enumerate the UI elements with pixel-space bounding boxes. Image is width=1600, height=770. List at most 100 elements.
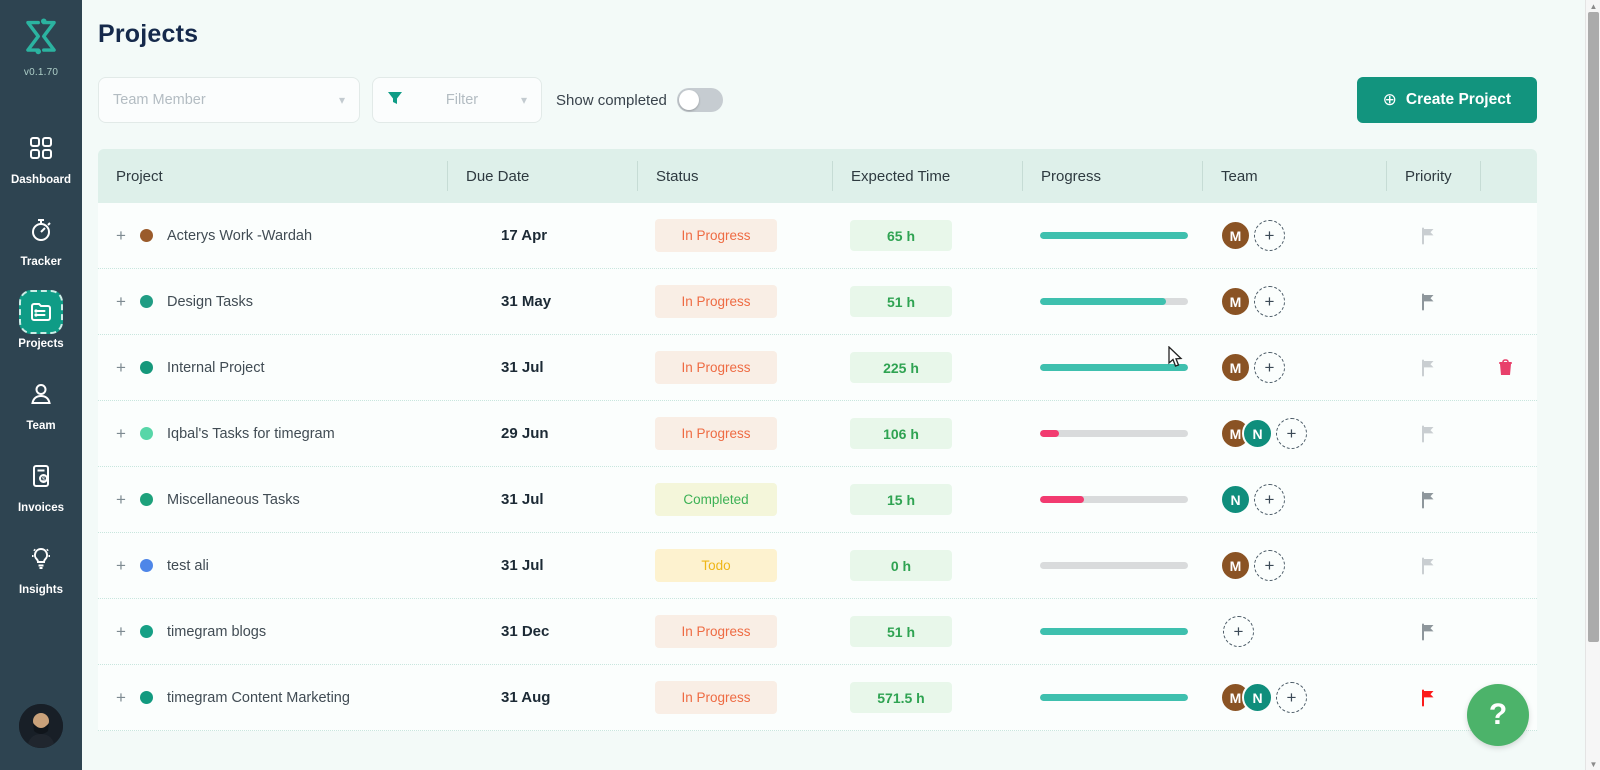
add-member-button[interactable]: + (1254, 484, 1285, 515)
priority-flag-icon[interactable] (1420, 623, 1437, 641)
project-color-dot (140, 229, 153, 242)
table-header: Project Due Date Status Expected Time Pr… (98, 149, 1537, 203)
team-member-placeholder: Team Member (113, 92, 206, 108)
member-avatar-N[interactable]: N (1242, 682, 1273, 713)
due-date-value: 31 Jul (501, 359, 544, 376)
column-header-expected-time[interactable]: Expected Time (832, 161, 1022, 191)
vertical-scrollbar[interactable]: ▲ ▼ (1585, 0, 1600, 770)
project-name[interactable]: Acterys Work -Wardah (167, 227, 313, 244)
project-cell: + Design Tasks (98, 292, 447, 312)
team-cell: + (1202, 616, 1386, 647)
status-badge[interactable]: Todo (655, 549, 777, 582)
grid-icon (19, 126, 63, 170)
project-cell: + Acterys Work -Wardah (98, 226, 447, 246)
status-badge[interactable]: In Progress (655, 285, 777, 318)
priority-flag-icon[interactable] (1420, 227, 1437, 245)
team-member-select[interactable]: Team Member ▾ (98, 77, 360, 123)
priority-cell (1386, 227, 1480, 245)
sidebar-item-projects[interactable]: Projects (11, 290, 71, 350)
add-member-button[interactable]: + (1276, 418, 1307, 449)
priority-flag-icon[interactable] (1420, 689, 1437, 707)
chevron-down-icon: ▾ (520, 93, 527, 107)
create-project-button[interactable]: ⊕ Create Project (1356, 77, 1537, 123)
expand-row-button[interactable]: + (116, 225, 126, 245)
project-color-dot (140, 427, 153, 440)
help-button[interactable]: ? (1467, 684, 1529, 746)
project-name[interactable]: test ali (167, 557, 209, 574)
scrollbar-thumb[interactable] (1588, 12, 1599, 642)
due-date-value: 31 Jul (501, 557, 544, 574)
add-member-button[interactable]: + (1254, 352, 1285, 383)
member-avatar-N[interactable]: N (1242, 418, 1273, 449)
expand-row-button[interactable]: + (116, 423, 126, 443)
scrollbar-down-arrow[interactable]: ▼ (1589, 759, 1598, 769)
status-badge[interactable]: In Progress (655, 681, 777, 714)
project-name[interactable]: Design Tasks (167, 293, 253, 310)
member-avatar-M[interactable]: M (1220, 220, 1251, 251)
expected-time-cell: 51 h (832, 286, 1022, 317)
priority-flag-icon[interactable] (1420, 293, 1437, 311)
project-name[interactable]: timegram Content Marketing (167, 689, 350, 706)
add-member-button[interactable]: + (1254, 550, 1285, 581)
due-date-value: 31 Jul (501, 491, 544, 508)
project-name[interactable]: Internal Project (167, 359, 265, 376)
team-avatars: M + (1220, 352, 1285, 383)
add-member-button[interactable]: + (1223, 616, 1254, 647)
sidebar-item-insights[interactable]: Insights (11, 536, 71, 596)
team-avatars: + (1220, 616, 1254, 647)
user-avatar[interactable] (19, 704, 63, 748)
priority-flag-icon[interactable] (1420, 359, 1437, 377)
sidebar-item-team[interactable]: Team (11, 372, 71, 432)
team-cell: M N + (1202, 418, 1386, 449)
project-name[interactable]: timegram blogs (167, 623, 267, 640)
status-badge[interactable]: In Progress (655, 351, 777, 384)
folder-list-icon (18, 290, 63, 334)
progress-cell (1022, 298, 1202, 305)
table-row: + Acterys Work -Wardah 17 Apr In Progress 65… (98, 203, 1537, 269)
project-name[interactable]: Miscellaneous Tasks (167, 491, 300, 508)
column-header-priority[interactable]: Priority (1386, 161, 1480, 191)
column-header-team[interactable]: Team (1202, 161, 1386, 191)
priority-flag-icon[interactable] (1420, 557, 1437, 575)
project-color-dot (140, 625, 153, 638)
sidebar-item-invoices[interactable]: $ Invoices (11, 454, 71, 514)
expand-row-button[interactable]: + (116, 687, 126, 707)
member-avatar-M[interactable]: M (1220, 550, 1251, 581)
expected-time-badge: 225 h (850, 352, 952, 383)
show-completed-toggle[interactable] (676, 88, 723, 112)
column-header-progress[interactable]: Progress (1022, 161, 1202, 191)
expand-row-button[interactable]: + (116, 489, 126, 509)
column-header-due-date[interactable]: Due Date (447, 161, 637, 191)
column-header-status[interactable]: Status (637, 161, 832, 191)
project-color-dot (140, 493, 153, 506)
timegram-logo-icon (19, 14, 63, 65)
priority-flag-icon[interactable] (1420, 491, 1437, 509)
sidebar-item-dashboard[interactable]: Dashboard (11, 126, 71, 186)
add-member-button[interactable]: + (1254, 220, 1285, 251)
status-badge[interactable]: Completed (655, 483, 777, 516)
sidebar-item-tracker[interactable]: Tracker (11, 208, 71, 268)
member-avatar-M[interactable]: M (1220, 352, 1251, 383)
delete-project-icon[interactable] (1498, 359, 1513, 376)
member-avatar-M[interactable]: M (1220, 286, 1251, 317)
project-name[interactable]: Iqbal's Tasks for timegram (167, 425, 335, 442)
expand-row-button[interactable]: + (116, 555, 126, 575)
add-member-button[interactable]: + (1276, 682, 1307, 713)
member-avatar-N[interactable]: N (1220, 484, 1251, 515)
status-badge[interactable]: In Progress (655, 219, 777, 252)
expand-row-button[interactable]: + (116, 621, 126, 641)
status-badge[interactable]: In Progress (655, 417, 777, 450)
sidebar-item-label: Dashboard (10, 174, 72, 186)
priority-flag-icon[interactable] (1420, 425, 1437, 443)
table-body: + Acterys Work -Wardah 17 Apr In Progress 65… (98, 203, 1537, 731)
show-completed-label: Show completed (556, 91, 667, 109)
add-member-button[interactable]: + (1254, 286, 1285, 317)
scrollbar-up-arrow[interactable]: ▲ (1589, 1, 1598, 11)
filter-select[interactable]: Filter ▾ (372, 77, 542, 123)
team-avatars: M N + (1220, 682, 1307, 713)
expand-row-button[interactable]: + (116, 357, 126, 377)
expand-row-button[interactable]: + (116, 291, 126, 311)
app-logo[interactable]: v0.1.70 (19, 14, 63, 78)
column-header-project[interactable]: Project (116, 167, 163, 185)
status-badge[interactable]: In Progress (655, 615, 777, 648)
